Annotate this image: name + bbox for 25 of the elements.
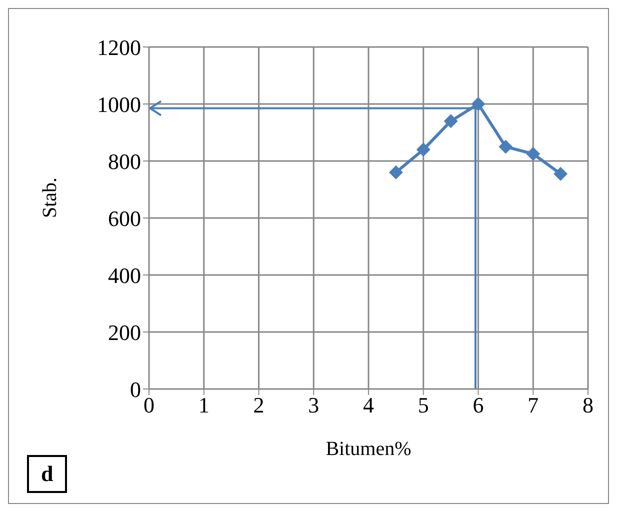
- x-tick-label: 7: [528, 392, 539, 418]
- point: [498, 140, 513, 154]
- x-axis-title: Bitumen%: [326, 438, 412, 460]
- x-tick-label: 2: [253, 392, 264, 418]
- y-tick-label: 1000: [97, 92, 141, 117]
- x-tick-label: 4: [363, 392, 374, 418]
- x-tick-label: 6: [472, 392, 484, 418]
- y-tick-label: 200: [108, 320, 141, 345]
- x-tick-label: 8: [582, 392, 594, 418]
- y-axis-title: Stab.: [39, 177, 62, 218]
- point: [554, 166, 568, 181]
- y-tick-label: 800: [108, 148, 141, 174]
- y-tick-label: 600: [108, 206, 141, 231]
- point: [388, 165, 403, 180]
- point: [416, 142, 430, 157]
- x-tick-label: 1: [198, 392, 210, 418]
- y-tick-label: 1200: [97, 34, 141, 60]
- y-tick-label: 0: [130, 376, 141, 402]
- point: [471, 97, 486, 111]
- text: d: [27, 455, 68, 493]
- point: [526, 146, 540, 161]
- x-tick-label: 3: [308, 392, 320, 418]
- x-tick-label: 5: [418, 392, 429, 418]
- point: [444, 114, 458, 128]
- y-tick-label: 400: [108, 262, 141, 288]
